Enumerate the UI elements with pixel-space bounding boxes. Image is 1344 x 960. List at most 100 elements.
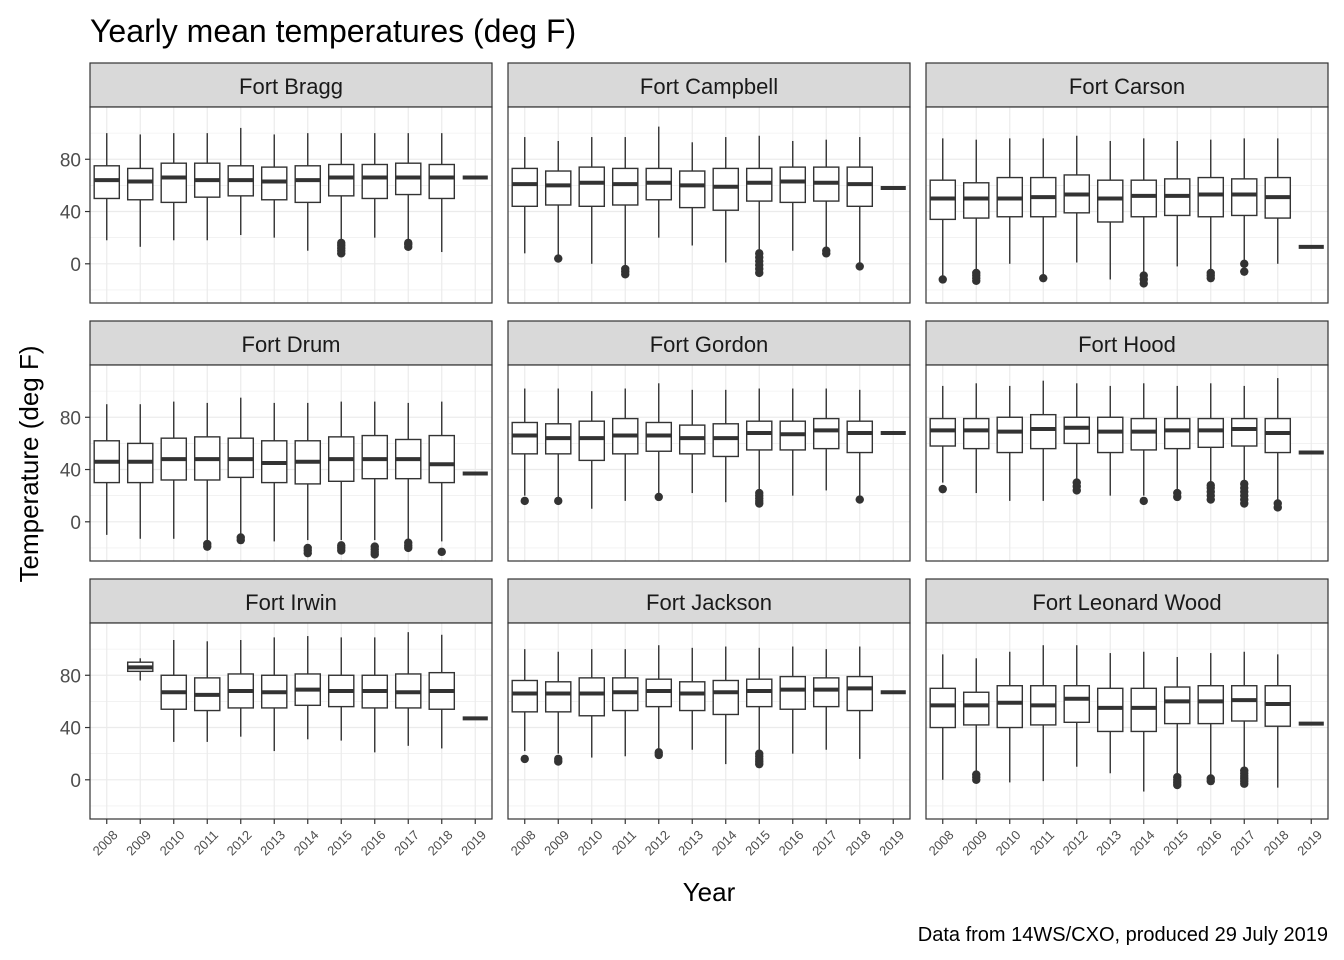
facet-strip-label: Fort Campbell <box>640 74 778 99</box>
box <box>712 679 740 716</box>
facet-strip <box>89 62 493 108</box>
box-2017 <box>1230 138 1258 276</box>
box-2014 <box>1130 383 1158 506</box>
box-2009 <box>544 388 572 506</box>
box <box>745 420 773 451</box>
facet-strip <box>925 578 1329 624</box>
box-2017 <box>812 649 840 750</box>
box-2014 <box>294 636 322 740</box>
facet-fort-carson: Fort Carson <box>925 62 1329 304</box>
box <box>678 170 706 209</box>
box-2016 <box>779 646 807 754</box>
box-2017 <box>394 133 422 252</box>
box <box>1130 179 1158 218</box>
box-2011 <box>193 641 221 742</box>
box-2017 <box>394 402 422 553</box>
panel-border <box>89 106 493 304</box>
box <box>611 167 639 206</box>
y-tick-label: 80 <box>60 408 81 429</box>
facet-strip-label: Fort Carson <box>1069 74 1185 99</box>
box-2017 <box>394 632 422 746</box>
box-2011 <box>193 402 221 551</box>
box <box>962 691 990 726</box>
box <box>1197 685 1225 725</box>
box-2011 <box>1029 380 1057 501</box>
box-2011 <box>611 388 639 501</box>
y-tick-label: 80 <box>60 150 81 171</box>
box <box>712 167 740 211</box>
box-2010 <box>160 133 188 241</box>
facet-strip <box>507 578 911 624</box>
outlier-point <box>855 495 864 504</box>
box <box>1230 178 1258 217</box>
box-2009 <box>962 658 990 784</box>
box-2015 <box>745 647 773 769</box>
box <box>812 677 840 708</box>
outlier-point <box>370 542 379 551</box>
box <box>511 421 539 455</box>
box-2008 <box>511 137 539 254</box>
facet-strip <box>925 62 1329 108</box>
box <box>578 420 606 462</box>
box <box>511 679 539 713</box>
facet-strip <box>89 320 493 366</box>
panel-border <box>925 622 1329 820</box>
box <box>1063 416 1091 445</box>
box-2017 <box>1230 385 1258 508</box>
y-tick-label: 0 <box>70 513 81 534</box>
box-2017 <box>812 139 840 258</box>
box <box>294 165 322 204</box>
panel-border <box>89 364 493 562</box>
box-2014 <box>712 137 740 263</box>
box-2012 <box>645 126 673 238</box>
box-2011 <box>1029 645 1057 782</box>
box-2015 <box>327 637 355 741</box>
outlier-point <box>1173 772 1182 782</box>
outlier-point <box>554 496 563 506</box>
box-2012 <box>1063 383 1091 495</box>
outlier-point <box>303 543 312 553</box>
outlier-point <box>938 484 947 494</box>
panel-border <box>89 622 493 820</box>
outlier-point <box>972 770 981 779</box>
chart-title: Yearly mean temperatures (deg F) <box>90 13 576 49</box>
box-2008 <box>93 404 121 535</box>
box-2012 <box>645 383 673 502</box>
box-2010 <box>578 649 606 758</box>
facet-panels: Fort Bragg 0 40 80 Fort Campbell Fort Carson F… <box>60 62 1329 858</box>
plot-area <box>926 107 1328 303</box>
box-2016 <box>361 637 389 753</box>
box-2018 <box>846 389 874 504</box>
box-2010 <box>996 651 1024 783</box>
y-tick-label: 40 <box>60 203 81 224</box>
facet-fort-campbell: Fort Campbell <box>507 62 911 304</box>
box-2010 <box>996 385 1024 501</box>
outlier-point <box>1240 766 1249 775</box>
box-2016 <box>1197 383 1225 504</box>
y-tick-label: 40 <box>60 719 81 740</box>
outlier-point <box>855 262 864 271</box>
box-2010 <box>160 639 188 742</box>
plot-area <box>508 623 910 819</box>
outlier-point <box>654 492 663 502</box>
plot-area <box>926 623 1328 819</box>
box-2015 <box>327 401 355 555</box>
box-2013 <box>1096 385 1124 496</box>
box-2014 <box>712 646 740 765</box>
outlier-point <box>1139 496 1148 506</box>
box <box>996 685 1024 729</box>
box <box>962 417 990 450</box>
facet-strip-label: Fort Hood <box>1078 332 1176 357</box>
outlier-point <box>755 488 764 498</box>
box-2016 <box>361 401 389 559</box>
box <box>544 681 572 713</box>
box <box>160 162 188 204</box>
panel-border <box>507 364 911 562</box>
box-2018 <box>428 634 456 749</box>
box-2018 <box>846 646 874 759</box>
box <box>779 675 807 710</box>
panel-border <box>925 106 1329 304</box>
box-2013 <box>260 637 288 752</box>
box-2015 <box>327 133 355 258</box>
